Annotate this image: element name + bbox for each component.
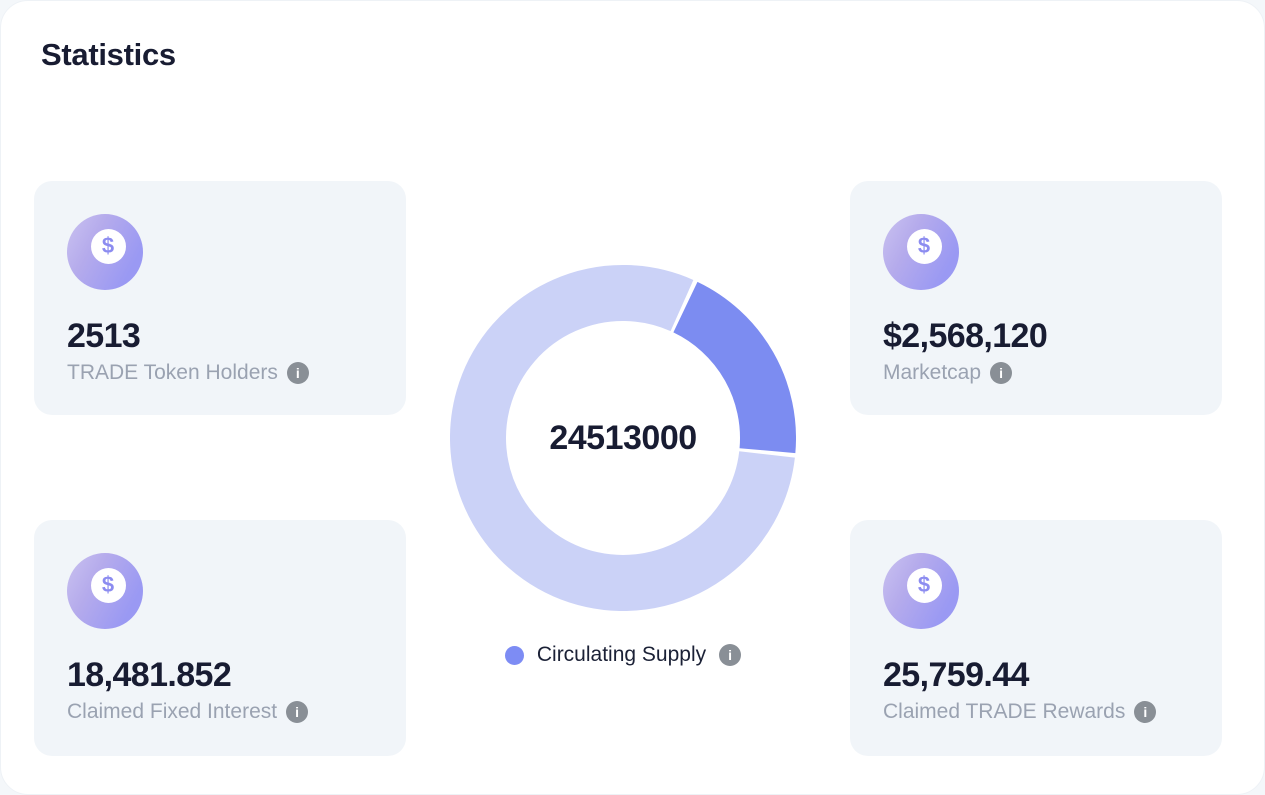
stat-card-claimed-fixed-interest: $ 18,481.852 Claimed Fixed Interest i <box>34 520 406 756</box>
dollar-sign-icon: $ <box>90 228 126 264</box>
donut-segment[interactable] <box>672 281 796 454</box>
page-title: Statistics <box>41 37 176 72</box>
info-icon[interactable]: i <box>1134 701 1157 723</box>
stat-label: Claimed TRADE Rewards <box>883 700 1126 723</box>
stat-label: TRADE Token Holders <box>67 361 278 384</box>
dollar-coin-icon: $ <box>67 553 143 629</box>
info-icon[interactable]: i <box>286 701 309 723</box>
legend-label: Circulating Supply <box>536 643 707 666</box>
dollar-coin-icon: $ <box>67 214 143 290</box>
donut-segment[interactable] <box>450 265 795 611</box>
dollar-sign-icon: $ <box>90 567 126 603</box>
dollar-sign-icon: $ <box>906 567 942 603</box>
donut-chart-svg[interactable] <box>450 265 796 611</box>
stat-card-marketcap: $ $2,568,120 Marketcap i <box>850 181 1222 415</box>
stat-value: 25,759.44 <box>883 656 1029 694</box>
stat-value: 18,481.852 <box>67 656 232 694</box>
info-icon[interactable]: i <box>990 362 1013 384</box>
dollar-coin-icon: $ <box>883 214 959 290</box>
legend-item-circulating-supply[interactable]: Circulating Supply i <box>450 643 796 667</box>
info-icon[interactable]: i <box>719 644 742 666</box>
stat-value: $2,568,120 <box>883 317 1048 355</box>
stat-card-trade-token-holders: $ 2513 TRADE Token Holders i <box>34 181 406 415</box>
stat-card-claimed-trade-rewards: $ 25,759.44 Claimed TRADE Rewards i <box>850 520 1222 756</box>
donut-chart[interactable]: 24513000 <box>450 265 796 611</box>
stat-label: Claimed Fixed Interest <box>67 700 278 723</box>
legend-dot <box>504 645 524 665</box>
dollar-coin-icon: $ <box>883 553 959 629</box>
dollar-sign-icon: $ <box>906 228 942 264</box>
stat-label: Marketcap <box>883 361 982 384</box>
info-icon[interactable]: i <box>286 362 309 384</box>
stat-value: 2513 <box>67 317 141 355</box>
